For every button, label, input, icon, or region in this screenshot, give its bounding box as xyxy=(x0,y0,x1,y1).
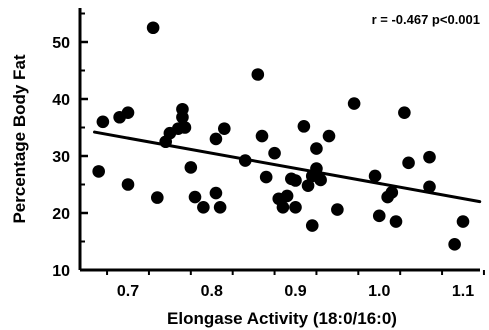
x-tick-label: 0.8 xyxy=(201,283,223,300)
data-point xyxy=(289,174,302,187)
data-point xyxy=(213,201,227,214)
data-point xyxy=(218,122,231,135)
y-tick-label: 40 xyxy=(52,92,70,109)
points-layer xyxy=(92,21,470,251)
data-point xyxy=(305,219,319,232)
data-point xyxy=(385,186,399,199)
data-point xyxy=(96,115,110,129)
x-ticks: 0.7 0.8 0.9 1.0 1.1 xyxy=(106,270,485,300)
x-tick-label: 1.0 xyxy=(368,283,390,300)
data-point xyxy=(456,215,470,228)
y-tick-label: 20 xyxy=(52,206,70,223)
data-point xyxy=(176,110,189,124)
data-point xyxy=(310,142,323,155)
data-point xyxy=(268,146,281,160)
y-tick-label: 10 xyxy=(52,263,70,280)
y-ticks: 10 20 30 40 50 xyxy=(52,12,88,280)
data-point xyxy=(151,191,164,204)
data-point xyxy=(402,156,415,170)
data-point xyxy=(301,179,315,192)
data-point xyxy=(280,189,294,203)
x-tick-label: 0.9 xyxy=(284,283,306,300)
data-point xyxy=(347,97,361,110)
x-tick-label: 1.1 xyxy=(452,283,474,300)
data-point xyxy=(197,201,210,214)
data-point xyxy=(448,238,461,251)
data-point xyxy=(297,120,311,133)
data-point xyxy=(423,150,436,164)
y-axis-label: Percentage Body Fat xyxy=(10,54,29,223)
y-tick-label: 30 xyxy=(52,149,70,166)
data-point xyxy=(389,215,403,228)
data-point xyxy=(259,170,273,184)
data-point xyxy=(188,190,202,204)
data-point xyxy=(398,106,411,119)
data-point xyxy=(184,161,198,174)
data-point xyxy=(289,201,302,214)
data-point xyxy=(178,121,192,134)
data-point xyxy=(92,165,105,178)
data-point xyxy=(251,68,265,81)
data-point xyxy=(368,169,382,183)
data-point xyxy=(255,129,269,143)
y-tick-label: 50 xyxy=(52,35,70,52)
data-point xyxy=(331,203,344,216)
data-point xyxy=(423,180,436,194)
data-point xyxy=(121,178,135,191)
data-point xyxy=(146,21,160,35)
data-point xyxy=(322,129,336,143)
x-tick-label: 0.7 xyxy=(117,283,139,300)
correlation-annotation: r = -0.467 p<0.001 xyxy=(372,12,480,27)
x-axis-label: Elongase Activity (18:0/16:0) xyxy=(167,309,397,328)
data-point xyxy=(372,209,386,223)
regression-line xyxy=(93,130,482,204)
data-point xyxy=(209,186,223,200)
data-point xyxy=(276,201,290,214)
data-point xyxy=(121,106,135,119)
data-point xyxy=(314,173,327,187)
data-point xyxy=(209,132,223,146)
